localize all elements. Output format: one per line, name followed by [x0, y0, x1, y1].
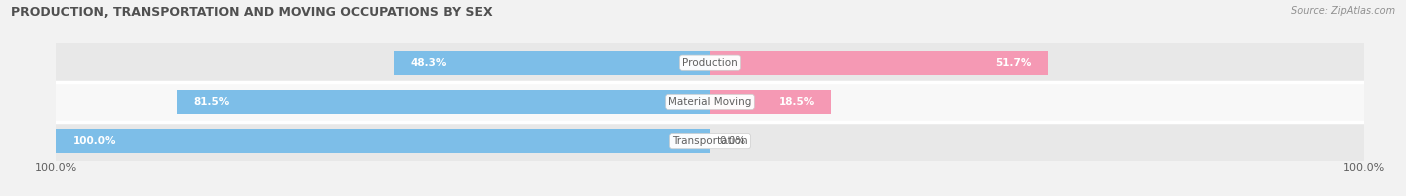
Text: 18.5%: 18.5% [779, 97, 814, 107]
Bar [177, 90, 710, 114]
Text: PRODUCTION, TRANSPORTATION AND MOVING OCCUPATIONS BY SEX: PRODUCTION, TRANSPORTATION AND MOVING OC… [11, 6, 494, 19]
Bar [56, 82, 1364, 122]
Text: Transportation: Transportation [672, 136, 748, 146]
Bar [56, 129, 710, 153]
Text: 48.3%: 48.3% [411, 58, 447, 68]
Text: Production: Production [682, 58, 738, 68]
Text: Material Moving: Material Moving [668, 97, 752, 107]
Text: Source: ZipAtlas.com: Source: ZipAtlas.com [1291, 6, 1395, 16]
Text: 100.0%: 100.0% [73, 136, 117, 146]
Text: 51.7%: 51.7% [995, 58, 1032, 68]
Text: 81.5%: 81.5% [194, 97, 229, 107]
Bar [394, 51, 710, 75]
Text: 0.0%: 0.0% [720, 136, 747, 146]
Bar [710, 90, 831, 114]
Bar [710, 51, 1047, 75]
Bar [56, 122, 1364, 161]
Bar [56, 43, 1364, 82]
